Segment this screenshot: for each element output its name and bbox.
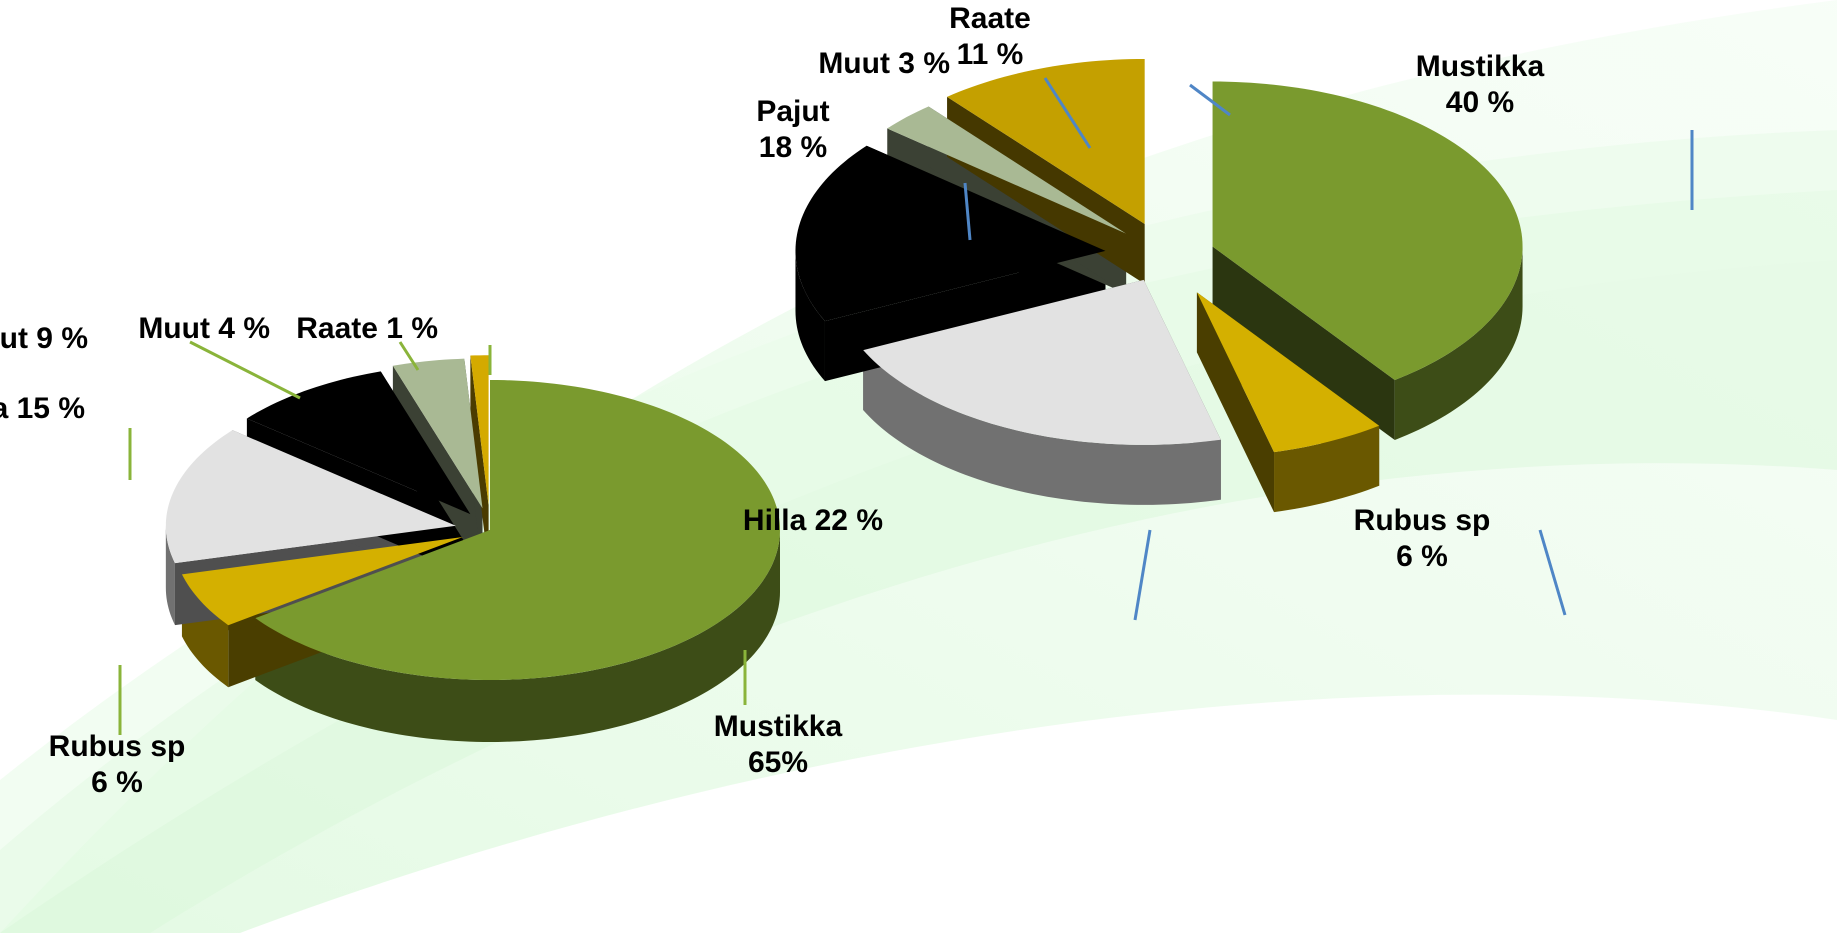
slice-label: Rubus sp xyxy=(1354,504,1491,537)
slice xyxy=(246,371,471,515)
slice-label: Raate xyxy=(949,2,1031,35)
slice xyxy=(795,145,1106,322)
value-label: 6 % xyxy=(1396,540,1448,573)
slice-label: Mustikka xyxy=(1416,50,1545,83)
value-label: 18 % xyxy=(759,131,827,164)
leader-line xyxy=(1133,529,1152,621)
value-label: 3 % xyxy=(898,47,950,80)
slice xyxy=(165,430,456,564)
slice-side xyxy=(795,250,825,382)
slice xyxy=(255,380,780,680)
slice xyxy=(887,106,1127,234)
slice-side xyxy=(863,350,1221,505)
value-label: 11 % xyxy=(957,38,1024,71)
slice xyxy=(392,358,483,509)
slice-label: Hilla xyxy=(743,504,807,537)
slice-side xyxy=(165,525,175,626)
slice-label: Mustikka xyxy=(714,710,843,743)
slice xyxy=(863,279,1221,445)
leader-line xyxy=(398,341,420,371)
slice xyxy=(470,355,489,506)
slice-label: Raate 1 % xyxy=(296,312,438,345)
slice-side xyxy=(255,530,780,742)
slice-label: Rubus sp xyxy=(49,730,186,763)
slice-label: Raate xyxy=(296,312,378,345)
slice xyxy=(1196,292,1380,453)
value-label: 9 % xyxy=(36,322,88,355)
slice-side xyxy=(470,355,489,568)
slice-label: Muut 4 % xyxy=(138,312,270,345)
value-label: 65% xyxy=(748,746,808,779)
value-label: 22 % xyxy=(815,504,883,537)
value-label: 4 % xyxy=(218,312,270,345)
leader-line xyxy=(1538,529,1567,616)
slice-label: Pajut 9 % xyxy=(0,322,88,355)
slice-label: Muut 3 % xyxy=(818,47,950,80)
value-label: 6 % xyxy=(91,766,143,799)
slice xyxy=(181,537,463,626)
slice-label: Hilla xyxy=(0,392,9,425)
leader-line xyxy=(189,340,301,400)
slice-side xyxy=(1394,246,1523,440)
slice xyxy=(947,58,1145,224)
leader-line xyxy=(963,182,972,241)
slice-label: Pajut xyxy=(0,322,28,355)
value-label: 1 % xyxy=(386,312,438,345)
pie-tops xyxy=(165,355,780,680)
slice-label: Muut xyxy=(138,312,210,345)
slice-side xyxy=(1196,292,1275,513)
slice-label: Hilla 22 % xyxy=(743,504,883,537)
value-label: 15 % xyxy=(17,392,85,425)
slice-label: Hilla 15 % xyxy=(0,392,85,425)
slice-side xyxy=(1274,425,1380,513)
pie-tops xyxy=(795,58,1523,453)
slice xyxy=(1212,81,1523,380)
value-label: 40 % xyxy=(1446,86,1514,119)
slice-label: Muut xyxy=(818,47,890,80)
slice-side xyxy=(1212,246,1395,440)
leader-line xyxy=(1189,83,1231,117)
leader-line xyxy=(1043,77,1092,149)
slice-label: Pajut xyxy=(756,95,829,128)
